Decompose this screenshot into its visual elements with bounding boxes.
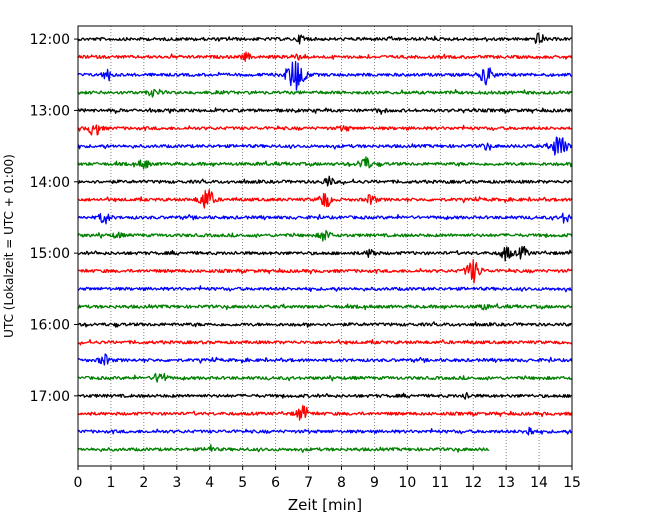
x-axis: 0 1 2 3 4 5 6 7 8 9 10 11 12 13 14 15 — [74, 466, 581, 491]
x-tick-label: 10 — [398, 475, 416, 491]
x-tick-label: 8 — [337, 475, 346, 491]
x-tick-label: 15 — [563, 475, 581, 491]
y-tick-label: 15:00 — [30, 246, 70, 262]
x-tick-label: 1 — [106, 475, 115, 491]
x-tick-label: 2 — [139, 475, 148, 491]
x-tick-label: 7 — [304, 475, 313, 491]
trace-1645 — [78, 372, 573, 383]
trace-1600 — [77, 321, 572, 328]
x-tick-label: 11 — [431, 475, 449, 491]
plot-frame — [77, 25, 573, 467]
trace-1315 — [77, 124, 572, 136]
trace-1615 — [77, 338, 573, 346]
trace-1345 — [77, 156, 573, 170]
y-tick-label: 14:00 — [30, 175, 70, 191]
x-tick-label: 12 — [464, 475, 482, 491]
y-tick-label: 12:00 — [30, 32, 70, 48]
trace-1330 — [77, 136, 573, 156]
trace-1515 — [78, 258, 573, 284]
trace-1545 — [77, 303, 573, 311]
trace-1530 — [77, 285, 572, 293]
trace-1445 — [77, 229, 573, 242]
trace-1215 — [77, 51, 573, 62]
y-tick-label: 13:00 — [30, 103, 70, 119]
trace-1415 — [77, 189, 573, 209]
x-tick-label: 3 — [172, 475, 181, 491]
trace-1700 — [77, 391, 572, 400]
trace-1400 — [77, 175, 572, 187]
trace-1245 — [77, 88, 573, 98]
x-tick-label: 0 — [74, 475, 83, 491]
trace-1730 — [77, 426, 573, 436]
x-tick-label: 9 — [370, 475, 379, 491]
x-axis-label: Zeit [min] — [288, 496, 362, 514]
grid-lines — [110, 26, 540, 466]
trace-1745 — [77, 444, 490, 453]
y-tick-label: 17:00 — [30, 389, 70, 405]
x-tick-label: 4 — [205, 475, 214, 491]
x-tick-label: 5 — [238, 475, 247, 491]
trace-1230 — [77, 60, 572, 91]
y-tick-label: 16:00 — [30, 317, 70, 333]
trace-1430 — [77, 212, 573, 225]
y-axis-label: UTC (Lokalzeit = UTC + 01:00) — [2, 154, 16, 338]
x-tick-label: 13 — [497, 475, 515, 491]
trace-1715 — [77, 404, 573, 421]
trace-1200 — [77, 32, 572, 45]
seismic-traces — [77, 32, 573, 453]
x-tick-label: 14 — [530, 475, 548, 491]
trace-1300 — [77, 107, 573, 115]
trace-1630 — [77, 353, 573, 366]
x-tick-label: 6 — [271, 475, 280, 491]
y-axis: 12:00 13:00 14:00 15:00 16:00 17:00 — [30, 32, 78, 405]
trace-1500 — [77, 245, 572, 262]
